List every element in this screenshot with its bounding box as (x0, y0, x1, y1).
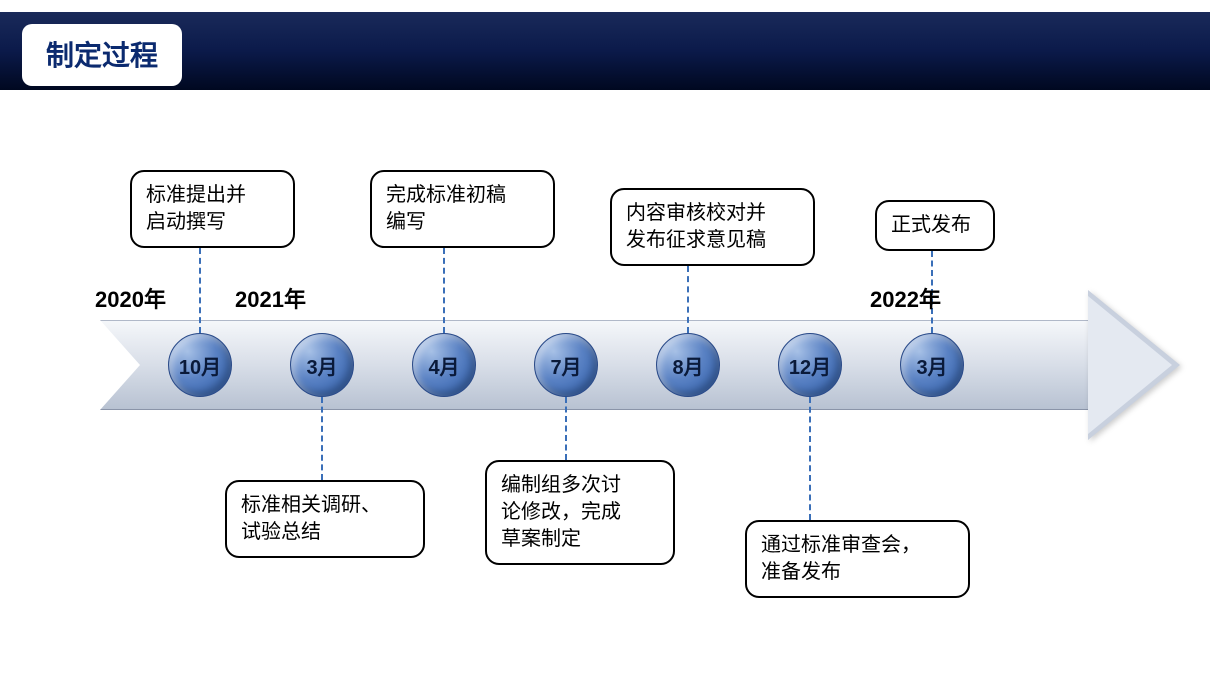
timeline-callout: 通过标准审查会， 准备发布 (745, 520, 970, 598)
year-label: 2021年 (235, 282, 306, 314)
timeline-arrow (100, 320, 1180, 410)
arrow-head (1088, 296, 1172, 434)
connector-line (443, 248, 445, 333)
connector-line (321, 397, 323, 480)
year-label: 2022年 (870, 282, 941, 314)
timeline-callout: 正式发布 (875, 200, 995, 251)
timeline-diagram: 2020年 2021年 2022年 10月 3月 4月 7月 8月 12月 3月 标准提出并 启动撰… (0, 140, 1210, 680)
year-label: 2020年 (95, 282, 166, 314)
timeline-node: 3月 (900, 333, 964, 397)
timeline-node: 4月 (412, 333, 476, 397)
timeline-callout: 标准相关调研、 试验总结 (225, 480, 425, 558)
timeline-callout: 编制组多次讨 论修改，完成 草案制定 (485, 460, 675, 565)
timeline-callout: 完成标准初稿 编写 (370, 170, 555, 248)
timeline-node: 7月 (534, 333, 598, 397)
timeline-node: 3月 (290, 333, 354, 397)
page-title: 制定过程 (22, 24, 182, 86)
connector-line (565, 397, 567, 460)
timeline-callout: 内容审核校对并 发布征求意见稿 (610, 188, 815, 266)
timeline-node: 8月 (656, 333, 720, 397)
connector-line (809, 397, 811, 520)
connector-line (199, 248, 201, 333)
timeline-node: 12月 (778, 333, 842, 397)
connector-line (687, 266, 689, 333)
arrow-tail-notch (100, 320, 140, 410)
timeline-node: 10月 (168, 333, 232, 397)
timeline-callout: 标准提出并 启动撰写 (130, 170, 295, 248)
